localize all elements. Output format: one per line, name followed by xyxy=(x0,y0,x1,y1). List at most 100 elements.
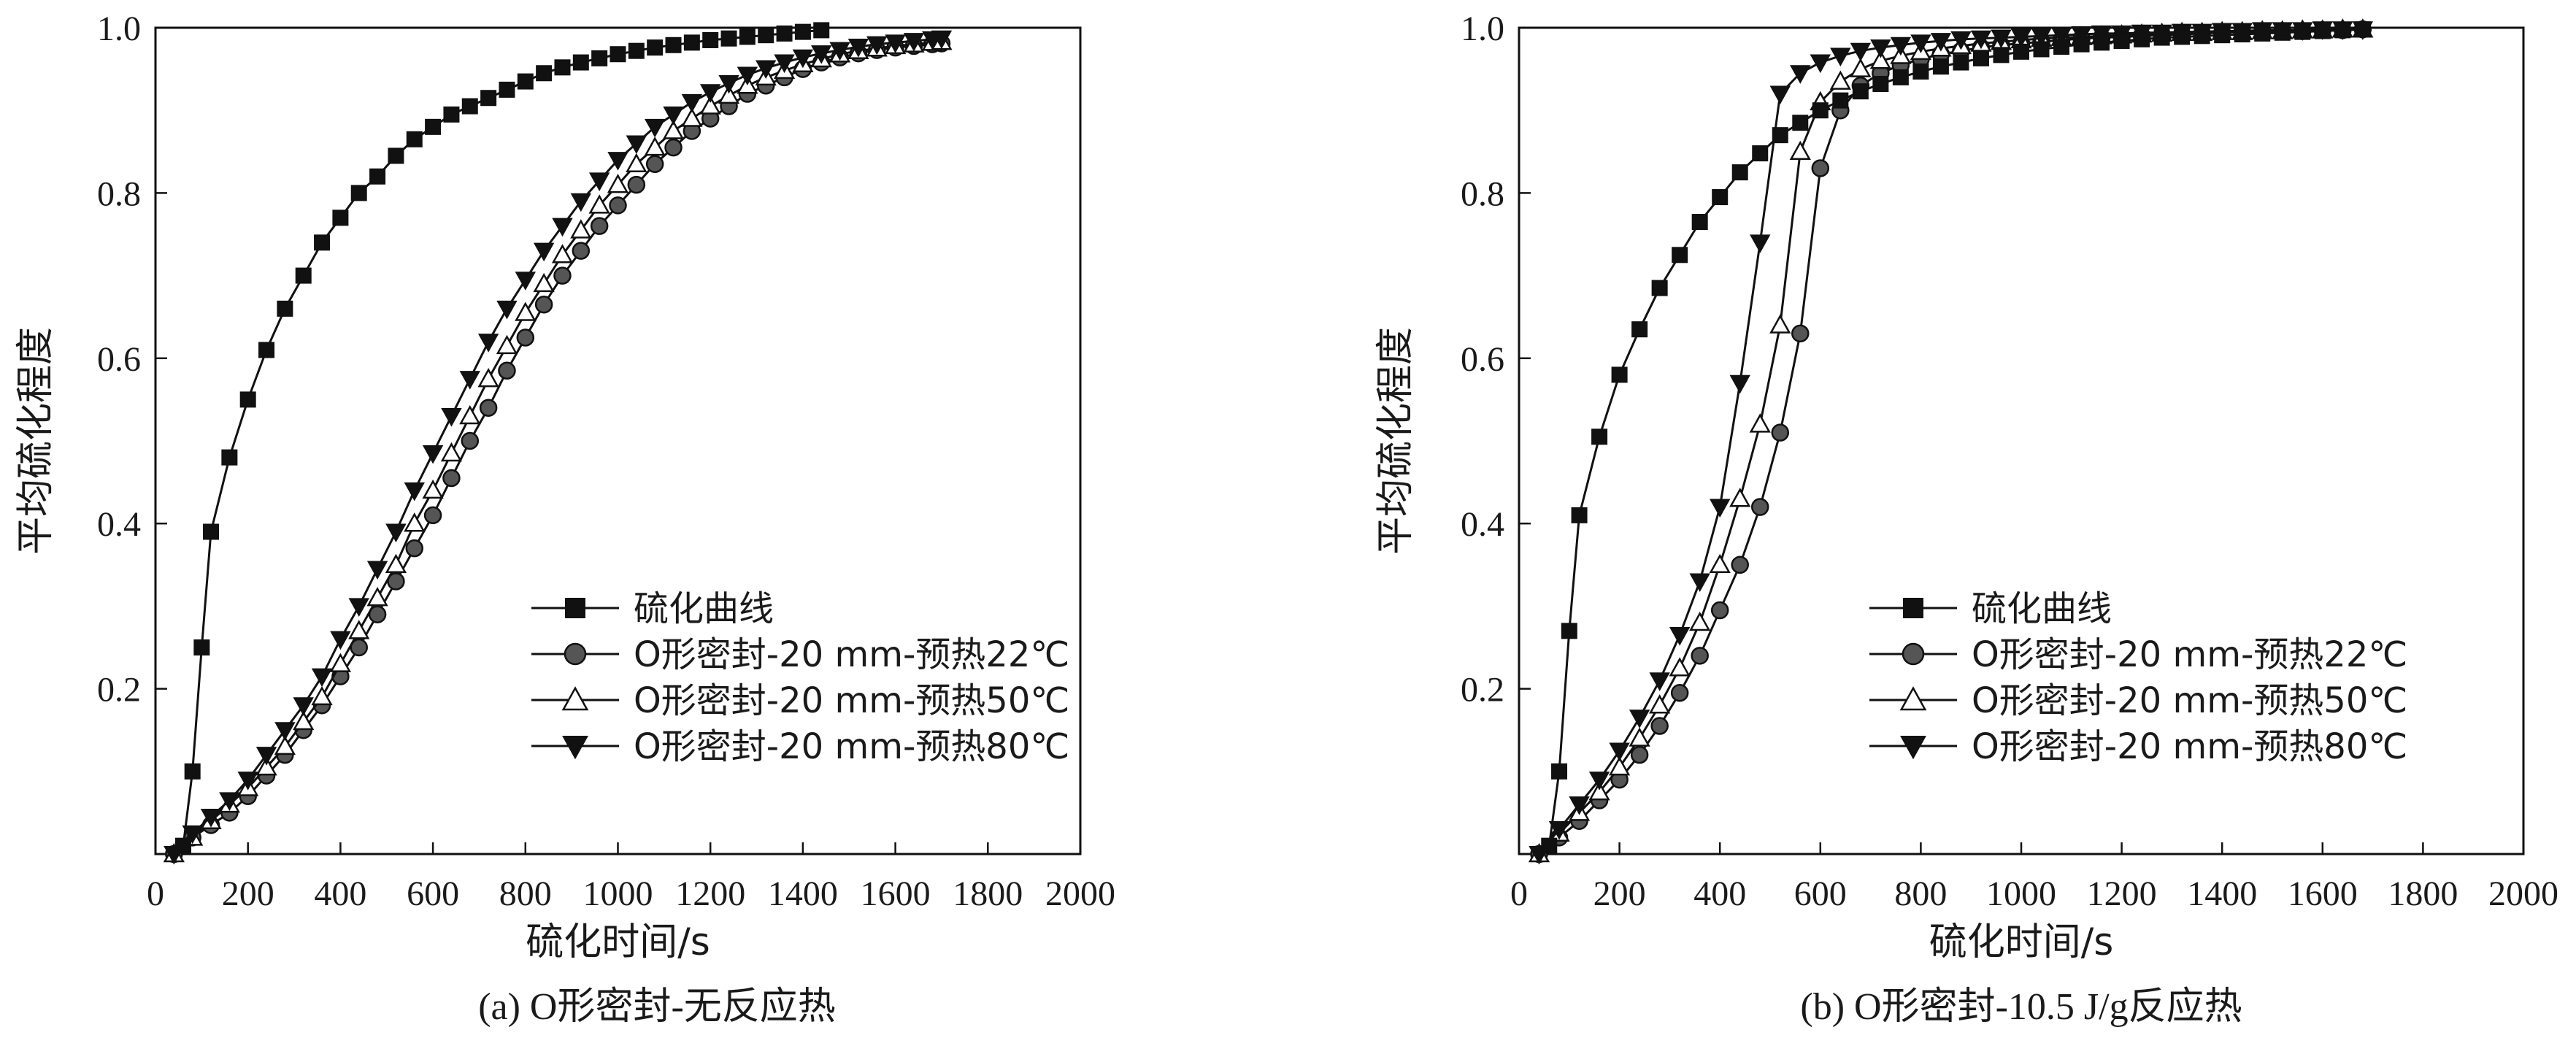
legend-label-preheat-50: O形密封-20 mm-预热50℃ xyxy=(634,680,1069,721)
data-point-preheat-80 xyxy=(903,33,925,52)
data-point-preheat-22 xyxy=(405,539,424,558)
data-point-sulfur-curve xyxy=(1591,428,1608,445)
data-point-sulfur-curve xyxy=(794,23,811,40)
data-point-sulfur-curve xyxy=(258,342,275,358)
data-point-preheat-80 xyxy=(1950,31,1972,50)
data-point-preheat-22 xyxy=(498,361,516,380)
data-point-sulfur-curve xyxy=(1731,164,1748,181)
data-point-sulfur-curve xyxy=(2013,43,2029,60)
x-tick-label: 1000 xyxy=(583,874,653,913)
data-point-sulfur-curve xyxy=(175,837,192,854)
data-point-preheat-50 xyxy=(348,620,370,639)
data-point-preheat-22 xyxy=(1731,555,1749,574)
legend-label-sulfur-curve: 硫化曲线 xyxy=(634,588,774,629)
legend-b: 硫化曲线 O形密封-20 mm-预热22℃ O形密封-20 mm-预热50℃ O形密封… xyxy=(1869,588,2407,767)
legend-label-sulfur-curve: 硫化曲线 xyxy=(1972,588,2112,629)
data-point-preheat-80 xyxy=(1769,85,1791,105)
data-point-preheat-80 xyxy=(811,45,832,64)
legend-marker-preheat-22 xyxy=(564,642,587,666)
data-point-preheat-50 xyxy=(329,653,352,672)
data-point-preheat-80 xyxy=(1569,796,1590,815)
data-point-sulfur-curve xyxy=(2274,24,2291,41)
data-point-preheat-80 xyxy=(792,49,814,69)
data-point-preheat-50 xyxy=(1869,50,1891,69)
data-point-sulfur-curve xyxy=(193,639,210,655)
data-point-preheat-80 xyxy=(1669,627,1691,646)
legend-marker-sulfur-curve xyxy=(1903,598,1923,618)
data-point-preheat-22 xyxy=(1691,647,1709,665)
legend-label-preheat-80: O形密封-20 mm-预热80℃ xyxy=(634,726,1069,767)
data-point-preheat-80 xyxy=(1689,573,1710,592)
data-point-preheat-80 xyxy=(515,272,536,291)
data-point-preheat-80 xyxy=(1629,709,1650,728)
y-tick-label: 0.4 xyxy=(1461,505,1504,544)
data-point-preheat-80 xyxy=(1609,742,1630,762)
data-point-preheat-22 xyxy=(1630,745,1649,764)
data-point-sulfur-curve xyxy=(350,185,367,201)
data-point-preheat-80 xyxy=(1810,54,1831,74)
data-point-preheat-22 xyxy=(1670,684,1689,702)
y-tick-label: 0.2 xyxy=(1461,671,1504,709)
data-point-sulfur-curve xyxy=(1932,58,1949,75)
data-point-sulfur-curve xyxy=(2094,34,2110,51)
data-point-preheat-80 xyxy=(1588,772,1610,791)
data-point-preheat-80 xyxy=(237,772,258,791)
data-point-sulfur-curve xyxy=(239,391,256,408)
data-point-sulfur-curve xyxy=(1872,75,1889,92)
data-point-preheat-50 xyxy=(551,244,574,264)
data-point-sulfur-curve xyxy=(406,131,423,147)
data-point-preheat-50 xyxy=(588,194,610,214)
legend-marker-preheat-80 xyxy=(562,736,588,760)
data-point-preheat-80 xyxy=(885,34,906,53)
data-point-preheat-50 xyxy=(274,735,296,755)
data-point-sulfur-curve xyxy=(2314,23,2331,39)
data-point-sulfur-curve xyxy=(480,90,497,107)
data-point-preheat-80 xyxy=(774,54,795,74)
data-point-sulfur-curve xyxy=(665,36,682,53)
data-point-sulfur-curve xyxy=(572,54,589,71)
data-point-preheat-50 xyxy=(1608,756,1631,776)
data-point-preheat-50 xyxy=(662,120,685,139)
data-point-sulfur-curve xyxy=(610,46,626,63)
data-point-sulfur-curve xyxy=(1672,247,1688,264)
data-point-preheat-22 xyxy=(553,266,572,285)
x-tick-label: 1400 xyxy=(2187,874,2257,913)
data-point-preheat-80 xyxy=(1870,39,1891,58)
data-point-preheat-80 xyxy=(182,825,203,845)
legend-item-preheat-50: O形密封-20 mm-预热50℃ xyxy=(531,680,1069,721)
data-point-preheat-50 xyxy=(1669,657,1691,677)
data-point-preheat-80 xyxy=(219,792,240,811)
data-point-preheat-80 xyxy=(644,118,666,138)
data-point-sulfur-curve xyxy=(2174,28,2191,45)
data-point-preheat-80 xyxy=(348,598,369,617)
data-point-sulfur-curve xyxy=(295,267,312,284)
legend-item-preheat-80: O形密封-20 mm-预热80℃ xyxy=(531,726,1069,767)
x-tick-label: 1600 xyxy=(2288,874,2358,913)
series-sulfur-curve-a xyxy=(175,22,830,854)
x-tick-label: 1000 xyxy=(1986,874,2056,913)
data-point-preheat-50 xyxy=(1850,58,1872,77)
data-point-preheat-80 xyxy=(366,561,388,580)
legend-label-preheat-80: O形密封-20 mm-预热80℃ xyxy=(1972,726,2407,767)
data-point-preheat-50 xyxy=(699,95,721,115)
data-point-sulfur-curve xyxy=(369,168,386,185)
data-point-sulfur-curve xyxy=(1611,366,1628,383)
data-point-preheat-80 xyxy=(1750,234,1771,253)
y-tick-label: 1.0 xyxy=(1461,9,1504,48)
data-point-preheat-50 xyxy=(1649,694,1671,714)
data-point-preheat-50 xyxy=(626,153,647,173)
data-point-sulfur-curve xyxy=(499,81,515,98)
chart-caption-b: (b) O形密封-10.5 J/g反应热 xyxy=(1800,986,2242,1028)
data-point-sulfur-curve xyxy=(720,30,737,47)
legend-item-preheat-22: O形密封-20 mm-预热22℃ xyxy=(1869,634,2407,675)
data-point-sulfur-curve xyxy=(517,73,534,90)
x-tick-label: 1200 xyxy=(675,874,745,913)
data-point-sulfur-curve xyxy=(2354,21,2371,38)
data-point-preheat-80 xyxy=(737,66,758,86)
data-point-preheat-22 xyxy=(516,328,535,347)
data-point-preheat-80 xyxy=(1548,821,1570,840)
data-point-sulfur-curve xyxy=(1631,321,1648,338)
data-point-preheat-80 xyxy=(404,482,425,501)
data-point-sulfur-curve xyxy=(1551,763,1568,780)
